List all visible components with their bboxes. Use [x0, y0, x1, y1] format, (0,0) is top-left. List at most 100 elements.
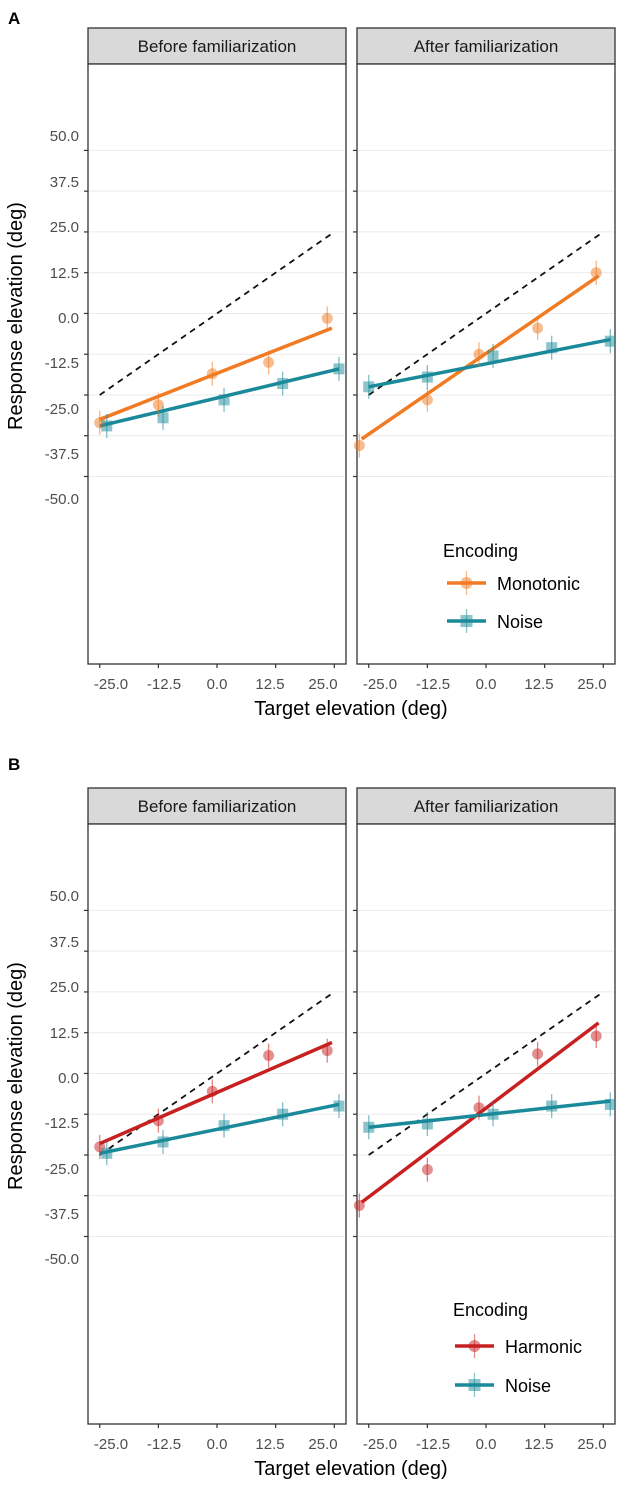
plot-marks	[84, 149, 345, 668]
x-tick-label: -12.5	[416, 1436, 450, 1453]
facet-before: Before familiarization	[84, 27, 347, 668]
facet-strip-label: After familiarization	[414, 37, 559, 56]
fit-line-noise	[368, 337, 611, 389]
x-tick-label: -12.5	[147, 1436, 181, 1453]
legend-title: Encoding	[453, 1300, 528, 1320]
y-tick-label: 25.0	[50, 219, 79, 236]
figure-a: A Before familiarization After familiari…	[5, 9, 616, 720]
x-tick-label: 0.0	[476, 1436, 497, 1453]
x-axis-title: Target elevation (deg)	[254, 698, 447, 720]
x-tick-label: 0.0	[476, 676, 497, 693]
legend-key-marker	[468, 1379, 481, 1391]
data-point-noise	[421, 371, 433, 383]
y-tick-label: -12.5	[45, 1115, 79, 1132]
panel-letter: B	[8, 755, 20, 774]
data-point-harmonic	[206, 1085, 218, 1097]
x-axis-title: Target elevation (deg)	[254, 1458, 447, 1480]
data-point-noise	[487, 350, 499, 362]
data-point-monotonic	[321, 312, 333, 324]
y-tick-label: -50.0	[45, 491, 79, 508]
x-tick-label: -12.5	[416, 676, 450, 693]
x-tick-labels: -25.0 -12.5 0.0 12.5 25.0 -25.0 -12.5 0.…	[94, 676, 607, 693]
data-point-noise	[333, 363, 345, 375]
y-tick-label: 0.0	[58, 310, 79, 327]
data-point-harmonic	[263, 1050, 275, 1062]
facet-after: After familiarization	[353, 787, 616, 1428]
legend: Encoding Harmonic Noise	[453, 1300, 582, 1397]
y-axis-title: Response elevation (deg)	[5, 202, 27, 430]
facet-strip	[87, 27, 347, 65]
legend-key-noise	[447, 609, 486, 633]
y-tick-label: 50.0	[50, 888, 79, 905]
facet-after: After familiarization	[353, 27, 616, 668]
data-point-noise	[546, 1100, 558, 1112]
data-point-harmonic	[152, 1115, 164, 1127]
facet-strip	[87, 787, 347, 825]
data-point-noise	[157, 412, 169, 424]
legend-label: Harmonic	[505, 1337, 582, 1357]
x-tick-label: -25.0	[94, 1436, 128, 1453]
data-point-monotonic	[532, 322, 544, 334]
data-point-noise	[604, 335, 616, 347]
data-point-monotonic	[206, 368, 218, 380]
data-point-noise	[546, 342, 558, 354]
x-tick-labels: -25.0 -12.5 0.0 12.5 25.0 -25.0 -12.5 0.…	[94, 1436, 607, 1453]
data-point-noise	[218, 394, 230, 406]
data-point-harmonic	[421, 1164, 433, 1176]
facet-before: Before familiarization	[84, 787, 347, 1428]
data-point-monotonic	[263, 356, 275, 368]
data-point-noise	[363, 381, 375, 393]
data-point-harmonic	[473, 1102, 485, 1114]
y-tick-label: -37.5	[45, 446, 79, 463]
reference-line	[99, 231, 335, 396]
y-tick-label: 37.5	[50, 934, 79, 951]
facet-strip-label: After familiarization	[414, 797, 559, 816]
data-point-noise	[363, 1121, 375, 1133]
data-point-noise	[101, 1147, 113, 1159]
y-tick-label: 37.5	[50, 174, 79, 191]
data-point-monotonic	[473, 348, 485, 360]
x-tick-label: 25.0	[308, 676, 337, 693]
legend-key-marker	[460, 615, 473, 627]
x-tick-label: 0.0	[207, 676, 228, 693]
data-point-monotonic	[353, 440, 365, 452]
data-point-noise	[101, 420, 113, 432]
data-point-noise	[157, 1136, 169, 1148]
y-tick-label: -25.0	[45, 401, 79, 418]
plot-marks	[353, 149, 616, 668]
data-point-noise	[218, 1120, 230, 1132]
facet-strip-label: Before familiarization	[138, 797, 297, 816]
facet-strip-label: Before familiarization	[138, 37, 297, 56]
reference-line	[368, 991, 604, 1156]
data-point-monotonic	[590, 267, 602, 279]
panel-letter: A	[8, 9, 20, 28]
data-point-noise	[421, 1118, 433, 1130]
y-tick-labels: 50.0 37.5 25.0 12.5 0.0 -12.5 -25.0 -37.…	[45, 128, 79, 508]
y-tick-label: 25.0	[50, 979, 79, 996]
legend-label: Noise	[505, 1376, 551, 1396]
facet-strip	[356, 787, 616, 825]
data-point-noise	[333, 1100, 345, 1112]
x-tick-label: -12.5	[147, 676, 181, 693]
x-tick-label: 0.0	[207, 1436, 228, 1453]
y-tick-label: 12.5	[50, 1025, 79, 1042]
plot-marks	[353, 909, 616, 1428]
data-point-noise	[487, 1108, 499, 1120]
legend: Encoding Monotonic Noise	[443, 541, 580, 633]
data-point-noise	[604, 1098, 616, 1110]
plot-area	[87, 63, 347, 665]
data-point-monotonic	[152, 399, 164, 411]
x-tick-label: -25.0	[363, 1436, 397, 1453]
reference-line	[368, 231, 604, 396]
x-tick-label: 25.0	[308, 1436, 337, 1453]
legend-key-marker	[460, 577, 473, 589]
y-tick-label: 50.0	[50, 128, 79, 145]
data-point-noise	[277, 378, 289, 390]
legend-key-marker	[468, 1340, 481, 1352]
data-point-harmonic	[532, 1048, 544, 1060]
data-point-harmonic	[321, 1045, 333, 1057]
y-tick-label: -25.0	[45, 1161, 79, 1178]
plot-area	[87, 823, 347, 1425]
legend-title: Encoding	[443, 541, 518, 561]
facet-strip	[356, 27, 616, 65]
